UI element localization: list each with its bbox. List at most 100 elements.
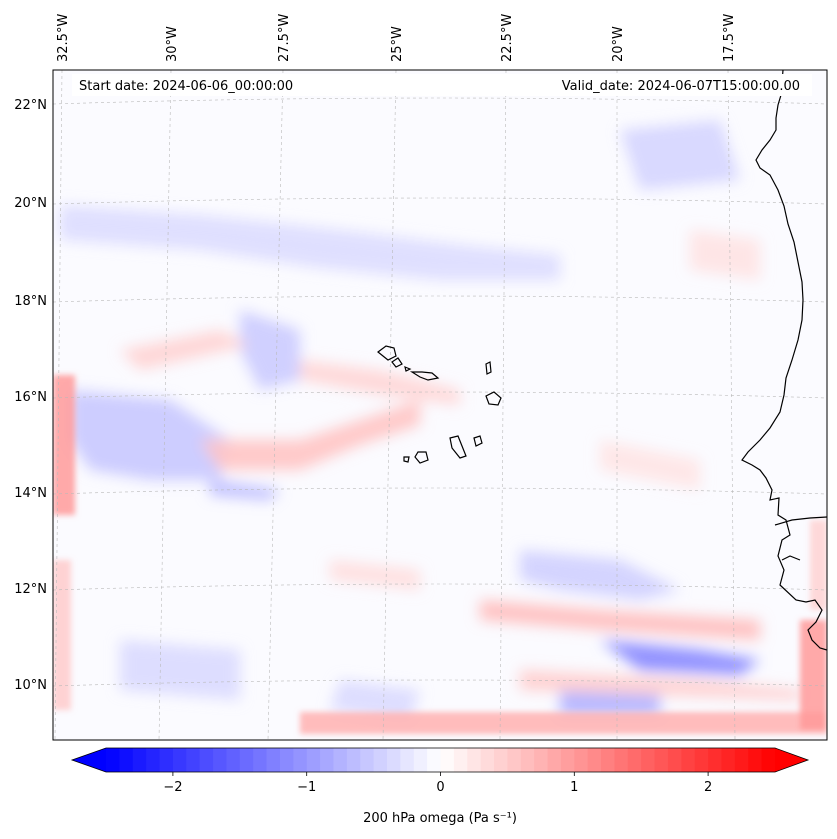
- lon-label: 20°W: [611, 26, 626, 62]
- omega-boundary-strips: [53, 375, 827, 734]
- lat-label: 20°N: [14, 196, 47, 211]
- colorbar-cell: [494, 748, 508, 772]
- colorbar-cell: [400, 748, 415, 772]
- island-santa-luzia: [404, 366, 412, 372]
- colorbar-cell: [346, 748, 361, 772]
- colorbar-tick-label: 2: [704, 780, 712, 795]
- colorbar-tick-label: 0: [436, 780, 444, 795]
- island-sal: [485, 361, 492, 375]
- colorbar-cell: [266, 748, 281, 772]
- lat-label: 10°N: [14, 678, 47, 693]
- island-sao-vicente: [391, 357, 403, 368]
- colorbar-cell: [239, 748, 254, 772]
- colorbar-cell: [681, 748, 696, 772]
- colorbar-cell: [159, 748, 174, 772]
- colorbar-cell: [547, 748, 562, 772]
- colorbar-cell: [413, 748, 428, 772]
- colorbar-cell: [534, 748, 549, 772]
- colorbar-cell: [440, 748, 455, 772]
- coastline-river: [781, 555, 801, 561]
- lat-label: 22°N: [14, 98, 47, 113]
- colorbar-cell: [386, 748, 401, 772]
- colorbar-cell: [373, 748, 388, 772]
- island-boa-vista: [485, 391, 502, 406]
- map-frame: [52, 69, 828, 741]
- colorbar-cell: [574, 748, 589, 772]
- colorbar-cell: [360, 748, 375, 772]
- colorbar-cell: [748, 748, 763, 772]
- colorbar-cell: [427, 748, 441, 772]
- lon-label: 32.5°W: [56, 14, 71, 62]
- colorbar-cell: [708, 748, 722, 772]
- colorbar-tick-label: 1: [570, 780, 578, 795]
- colorbar-tick-label: −1: [297, 780, 316, 795]
- coastline-inlet: [774, 516, 827, 526]
- map-gridlines: [53, 70, 827, 740]
- latitude-labels: 22°N 20°N 18°N 16°N 14°N 12°N 10°N: [14, 98, 47, 693]
- colorbar-outline: [70, 747, 810, 773]
- colorbar-cell: [333, 748, 348, 772]
- lat-label: 16°N: [14, 390, 47, 405]
- lon-label: 30°W: [165, 26, 180, 62]
- colorbar-cell: [146, 748, 161, 772]
- colorbar-cell: [467, 748, 482, 772]
- island-fogo: [414, 451, 429, 464]
- colorbar-cell: [627, 748, 642, 772]
- colorbar-cell: [480, 748, 495, 772]
- lon-label: 17.5°W: [722, 14, 737, 62]
- start-date-label: Start date: 2024-06-06_00:00:00: [79, 79, 293, 94]
- annotation-box: [72, 74, 812, 96]
- colorbar-cell: [172, 748, 187, 772]
- colorbar-cell: [667, 748, 682, 772]
- colorbar-cell: [601, 748, 615, 772]
- colorbar-cell: [560, 748, 575, 772]
- colorbar-cell: [721, 748, 736, 772]
- island-sao-nicolau: [409, 371, 440, 381]
- colorbar-label: 200 hPa omega (Pa s⁻¹): [363, 811, 517, 826]
- colorbar-cell: [761, 748, 776, 772]
- colorbar-cells: [106, 748, 776, 772]
- omega-field-blobs: [60, 120, 800, 720]
- colorbar-cell: [279, 748, 294, 772]
- colorbar-cell: [654, 748, 669, 772]
- colorbar-cell: [507, 748, 522, 772]
- colorbar-extend-min: [72, 748, 106, 772]
- colorbar-cell: [186, 748, 201, 772]
- colorbar-cell: [614, 748, 629, 772]
- colorbar-ticks: −2 −1 0 1 2: [163, 772, 712, 795]
- coastlines: [377, 70, 827, 651]
- colorbar: −2 −1 0 1 2 200 hPa omega (Pa s⁻¹): [70, 747, 810, 826]
- map-panel: Start date: 2024-06-06_00:00:00 Valid_da…: [52, 69, 828, 741]
- colorbar-cell: [226, 748, 241, 772]
- colorbar-cell: [453, 748, 468, 772]
- colorbar-cell: [106, 748, 120, 772]
- omega-field: [53, 120, 827, 734]
- colorbar-cell: [734, 748, 749, 772]
- colorbar-cell: [641, 748, 656, 772]
- colorbar-cell: [306, 748, 321, 772]
- island-maio: [473, 435, 483, 447]
- colorbar-extend-max: [775, 748, 808, 772]
- longitude-labels: 32.5°W 30°W 27.5°W 25°W 22.5°W 20°W 17.5…: [56, 14, 737, 62]
- colorbar-cell: [694, 748, 709, 772]
- lon-label: 25°W: [390, 26, 405, 62]
- lon-label: 22.5°W: [500, 14, 515, 62]
- colorbar-cell: [587, 748, 602, 772]
- lat-label: 14°N: [14, 486, 47, 501]
- colorbar-cell: [132, 748, 147, 772]
- colorbar-cell: [199, 748, 214, 772]
- colorbar-cell: [119, 748, 134, 772]
- colorbar-tick-label: −2: [163, 780, 182, 795]
- valid-date-label: Valid_date: 2024-06-07T15:00:00.00: [562, 79, 800, 94]
- island-santo-antao: [377, 345, 397, 361]
- lat-label: 12°N: [14, 582, 47, 597]
- colorbar-cell: [520, 748, 535, 772]
- colorbar-cell: [253, 748, 268, 772]
- lat-label: 18°N: [14, 294, 47, 309]
- african-coastline: [741, 70, 827, 651]
- colorbar-cell: [213, 748, 227, 772]
- island-santiago: [449, 435, 467, 459]
- island-brava: [403, 456, 410, 463]
- lon-label: 27.5°W: [277, 14, 292, 62]
